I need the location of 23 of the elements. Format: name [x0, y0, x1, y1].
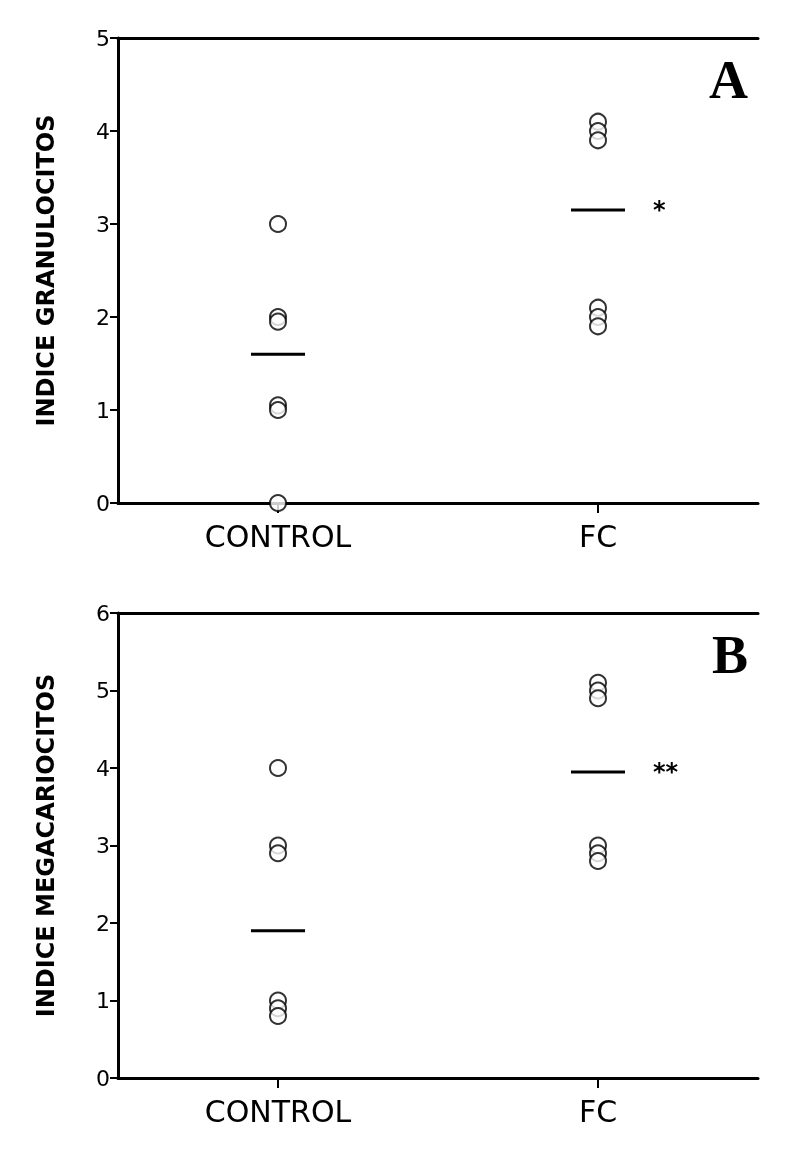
annotation: *: [653, 196, 666, 225]
y-tick-label: 4: [96, 118, 110, 144]
x-tick-label: FC: [578, 518, 618, 554]
y-tick-label: 3: [96, 833, 110, 858]
y-tick-label: 3: [96, 211, 110, 237]
y-tick-label: 4: [96, 755, 110, 781]
annotation: A: [709, 50, 748, 110]
y-tick-label: 5: [96, 25, 110, 51]
y-tick-label: 1: [96, 988, 110, 1013]
y-tick-label: 2: [96, 910, 110, 936]
y-tick-label: 0: [96, 1065, 110, 1091]
y-tick-label: 2: [96, 304, 110, 330]
x-tick-label: FC: [578, 1093, 618, 1129]
annotation: B: [711, 625, 749, 685]
y-tick-label: 5: [96, 678, 110, 703]
y-tick-label: 6: [96, 600, 110, 626]
y-tick-label: 1: [96, 397, 110, 423]
x-tick-label: CONTROL: [204, 518, 352, 554]
y-tick-label: 0: [96, 490, 110, 516]
y-axis-title: INDICE GRANULOCITOS: [32, 114, 60, 427]
x-tick-label: CONTROL: [204, 1093, 352, 1129]
annotation: **: [653, 757, 679, 786]
y-axis-title: INDICE MEGACARIOCITOS: [32, 673, 60, 1018]
